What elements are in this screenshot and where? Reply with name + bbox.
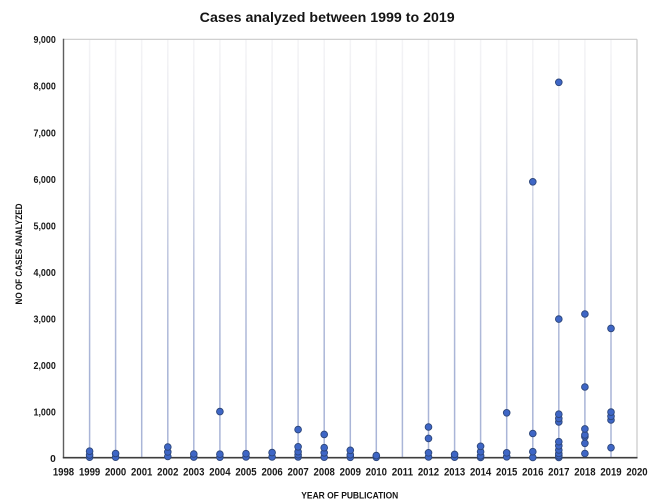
svg-text:2011: 2011 [392, 466, 413, 478]
svg-text:5,000: 5,000 [34, 221, 57, 232]
svg-text:2008: 2008 [314, 466, 335, 478]
svg-text:YEAR OF PUBLICATION: YEAR OF PUBLICATION [301, 490, 398, 500]
svg-text:1,000: 1,000 [34, 407, 57, 418]
svg-text:2019: 2019 [600, 466, 621, 478]
svg-text:2015: 2015 [496, 466, 517, 478]
svg-text:2014: 2014 [470, 466, 492, 478]
svg-text:2012: 2012 [418, 466, 439, 478]
svg-text:9,000: 9,000 [34, 35, 57, 46]
svg-text:6,000: 6,000 [34, 175, 57, 186]
svg-text:2017: 2017 [548, 466, 569, 478]
svg-text:0: 0 [50, 454, 56, 465]
svg-text:4,000: 4,000 [34, 268, 57, 279]
svg-text:7,000: 7,000 [34, 128, 57, 139]
svg-text:2007: 2007 [287, 466, 308, 478]
svg-text:8,000: 8,000 [34, 82, 57, 93]
svg-text:2020: 2020 [626, 466, 647, 478]
svg-text:2,000: 2,000 [34, 361, 57, 372]
svg-text:NO OF CASES ANALYZED: NO OF CASES ANALYZED [14, 203, 24, 304]
svg-text:Cases analyzed between 1999 to: Cases analyzed between 1999 to 2019 [200, 10, 455, 26]
svg-text:2001: 2001 [131, 466, 152, 478]
svg-text:2016: 2016 [522, 466, 543, 478]
svg-text:2013: 2013 [444, 466, 465, 478]
svg-text:2004: 2004 [209, 466, 231, 478]
svg-text:1998: 1998 [53, 466, 74, 478]
svg-text:2018: 2018 [574, 466, 595, 478]
svg-text:1999: 1999 [79, 466, 100, 478]
svg-text:2002: 2002 [157, 466, 178, 478]
svg-text:2009: 2009 [340, 466, 361, 478]
svg-text:2010: 2010 [366, 466, 387, 478]
svg-text:2003: 2003 [183, 466, 204, 478]
svg-text:3,000: 3,000 [34, 314, 57, 325]
svg-text:2005: 2005 [235, 466, 256, 478]
svg-text:2000: 2000 [105, 466, 126, 478]
svg-text:2006: 2006 [261, 466, 282, 478]
